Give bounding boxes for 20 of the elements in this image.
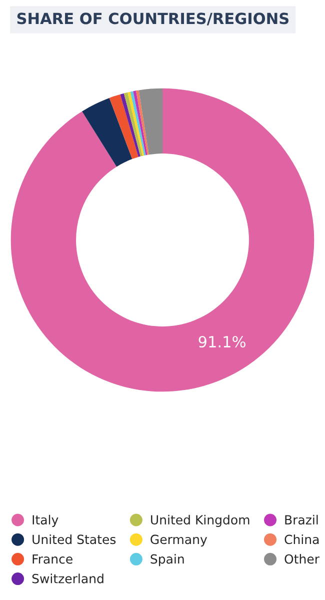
chart-title: SHARE OF COUNTRIES/REGIONS	[17, 12, 288, 26]
donut-slice	[138, 88, 162, 155]
donut-slice	[109, 94, 138, 160]
legend-label: Italy	[32, 514, 58, 527]
legend-label: China	[284, 534, 319, 544]
legend-label: France	[32, 554, 72, 564]
legend-label: Switzerland	[32, 574, 104, 584]
donut-slice	[136, 90, 149, 155]
donut-slice	[124, 92, 143, 156]
legend-label: United Kingdom	[151, 514, 250, 527]
donut-slice	[10, 88, 314, 392]
data-label: 91.1%	[198, 336, 246, 348]
legend-label: United States	[32, 534, 116, 544]
donut-slice	[133, 90, 148, 156]
legend-label: Brazil	[285, 514, 318, 525]
legend-label: Spain	[150, 554, 184, 566]
legend-label: Germany	[150, 534, 208, 547]
donut-slice	[120, 93, 140, 157]
donut-slice	[82, 98, 132, 167]
legend-label: Other	[284, 554, 320, 564]
